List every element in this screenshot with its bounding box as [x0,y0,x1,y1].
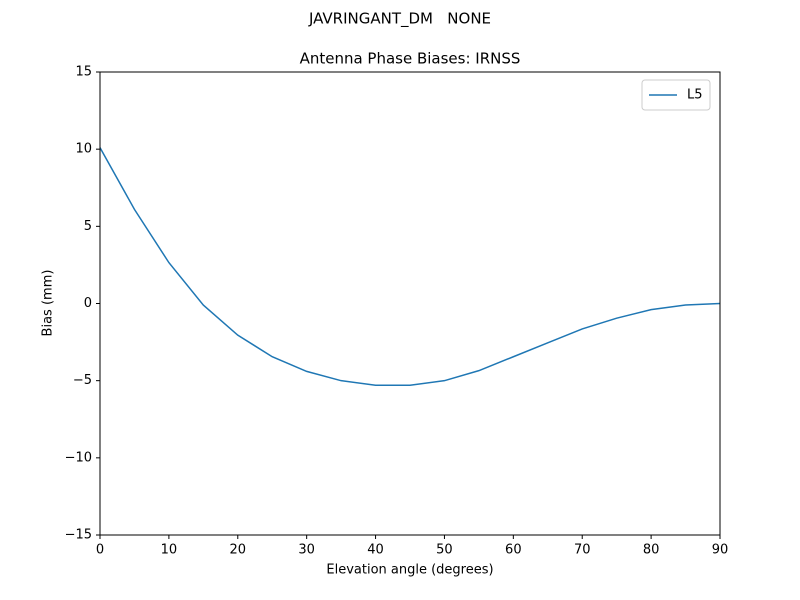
x-tick-label: 10 [161,543,178,558]
x-tick-label: 30 [298,543,315,558]
x-axis-label: Elevation angle (degrees) [326,563,493,578]
y-tick-label: 5 [84,219,92,234]
x-tick-label: 40 [367,543,384,558]
y-tick-label: −15 [65,528,92,543]
suptitle: JAVRINGANT_DM NONE [308,10,491,29]
x-tick-label: 0 [96,543,104,558]
x-tick-label: 20 [230,543,247,558]
chart-title: Antenna Phase Biases: IRNSS [300,50,521,68]
x-tick-label: 50 [436,543,453,558]
plot-frame [99,71,721,536]
y-axis-label: Bias (mm) [41,270,56,337]
x-tick-label: 70 [574,543,591,558]
x-tick-label: 80 [643,543,660,558]
y-tick-label: −10 [65,450,92,465]
y-tick-label: −5 [73,373,92,388]
x-tick-label: 90 [712,543,729,558]
legend-label: L5 [687,88,703,103]
y-tick-label: 10 [75,142,92,157]
y-tick-label: 15 [75,65,92,80]
x-tick-label: 60 [505,543,522,558]
data-line [99,147,721,387]
y-tick-label: 0 [84,296,92,311]
